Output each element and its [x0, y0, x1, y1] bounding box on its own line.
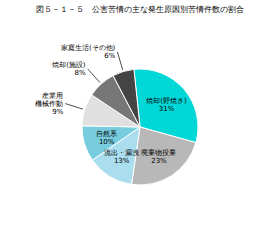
category-label: 焼却(野焼き) [146, 97, 187, 105]
chart: 図５－１－５ 公害苦情の主な発生原因別苦情件数の割合焼却(野焼き)31% 廃棄物投… [0, 0, 280, 225]
leader-line [65, 104, 83, 110]
data-label: 13% [114, 157, 130, 165]
chart-container: 図５－１－５ 公害苦情の主な発生原因別苦情件数の割合焼却(野焼き)31% 廃棄物投… [0, 0, 280, 225]
slice [132, 127, 196, 185]
data-label: 31% [159, 105, 175, 113]
category-label: 産業用機械作動 [35, 92, 63, 108]
slice [113, 69, 140, 127]
data-label: 23% [151, 157, 167, 165]
leader-line [88, 69, 100, 83]
data-label: 6% [104, 52, 115, 60]
slices [82, 69, 198, 185]
data-label: 9% [52, 108, 63, 116]
slice [82, 126, 140, 160]
title: 図５－１－５ 公害苦情の主な発生原因別苦情件数の割合 [36, 5, 244, 14]
category-label: 自然系 [96, 130, 117, 138]
data-label: 10% [99, 138, 115, 146]
category-label: 家庭生活(その他) [61, 44, 116, 52]
category-label: 廃棄物投棄 [141, 149, 176, 157]
data-label: 8% [74, 69, 85, 77]
category-label: 焼却(施設) [52, 61, 86, 69]
labels: 焼却(野焼き)31% 廃棄物投棄23% 流出・漏洩13% 自然系10% 産業用機械作動9… [35, 44, 187, 165]
leader-line [117, 52, 122, 70]
category-label: 流出・漏洩 [104, 149, 139, 157]
